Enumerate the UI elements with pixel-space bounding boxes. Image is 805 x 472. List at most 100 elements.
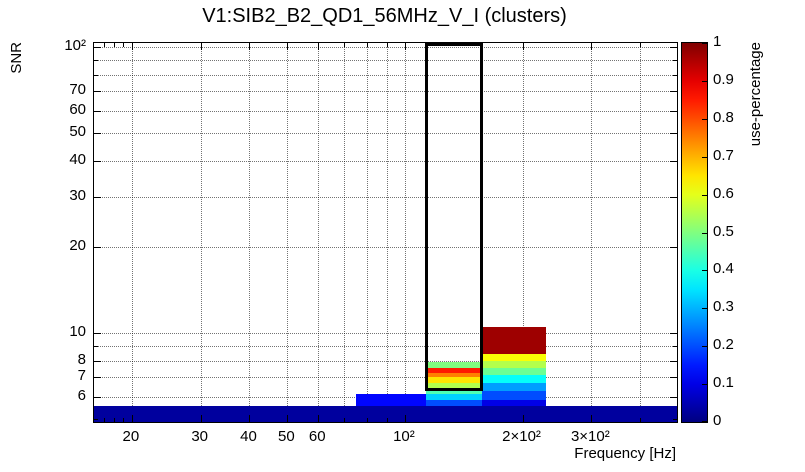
y-tick-label: 70 bbox=[69, 81, 86, 99]
y-tick-mark bbox=[94, 47, 101, 49]
x-tick-mark bbox=[123, 418, 125, 422]
colorbar-tick-label: 0 bbox=[713, 412, 722, 429]
heatmap-cell bbox=[425, 361, 482, 369]
gridline-x bbox=[640, 43, 642, 422]
y-tick-mark bbox=[94, 91, 101, 93]
y-tick-mark bbox=[94, 419, 98, 421]
gridline-x bbox=[318, 43, 320, 422]
y-tick-mark bbox=[670, 246, 677, 248]
y-tick-mark bbox=[670, 377, 677, 379]
x-tick-label: 10² bbox=[393, 428, 415, 445]
x-tick-mark bbox=[404, 415, 406, 422]
y-tick-label: 30 bbox=[69, 186, 86, 204]
heatmap-cell bbox=[356, 393, 426, 407]
heatmap-cell bbox=[482, 374, 547, 384]
y-tick-mark bbox=[94, 346, 98, 348]
y-tick-label: 10 bbox=[69, 323, 86, 341]
x-tick-mark bbox=[131, 43, 133, 50]
colorbar-tick-label: 0.8 bbox=[713, 108, 734, 126]
gridline-x bbox=[200, 43, 202, 422]
y-tick-mark bbox=[673, 60, 677, 62]
colorbar-tick-label: 0.6 bbox=[713, 184, 734, 202]
colorbar-tick-label: 1 bbox=[713, 33, 722, 50]
y-tick-mark bbox=[94, 396, 101, 398]
colorbar-title: use-percentage bbox=[747, 42, 764, 147]
colorbar-gradient bbox=[681, 42, 708, 423]
x-tick-mark bbox=[287, 43, 289, 50]
gridline-x bbox=[404, 43, 406, 422]
heatmap-cell bbox=[425, 388, 482, 394]
x-tick-mark bbox=[522, 43, 524, 50]
gridline-x bbox=[249, 43, 251, 422]
x-tick-label: 50 bbox=[277, 428, 295, 445]
colorbar-tick-mark bbox=[702, 346, 707, 348]
plot-frame bbox=[93, 42, 678, 423]
y-tick-label: 6 bbox=[77, 386, 86, 404]
y-tick-mark bbox=[673, 419, 677, 421]
cluster-selection-box bbox=[424, 43, 483, 392]
heatmap-cell bbox=[482, 383, 547, 392]
y-tick-mark bbox=[670, 133, 677, 135]
x-tick-mark bbox=[287, 415, 289, 422]
y-tick-mark bbox=[670, 47, 677, 49]
colorbar-tick-label: 0.5 bbox=[713, 222, 734, 240]
x-tick-mark bbox=[404, 43, 406, 50]
colorbar-tick-mark bbox=[702, 270, 707, 272]
x-tick-mark bbox=[591, 415, 593, 422]
gridline-x bbox=[131, 43, 133, 422]
y-tick-label: 60 bbox=[69, 100, 86, 118]
gridline-y bbox=[94, 133, 677, 135]
x-tick-mark bbox=[249, 415, 251, 422]
x-tick-mark bbox=[318, 415, 320, 422]
y-tick-mark bbox=[94, 246, 101, 248]
y-tick-mark bbox=[94, 196, 101, 198]
heatmap-cell bbox=[425, 377, 482, 383]
heatmap-cell bbox=[94, 406, 677, 422]
x-tick-label: 3×10² bbox=[570, 428, 610, 445]
x-tick-mark bbox=[367, 43, 369, 47]
colorbar-tick-label: 0.9 bbox=[713, 70, 734, 88]
x-tick-mark bbox=[640, 43, 642, 47]
heatmap-cell bbox=[425, 368, 482, 374]
x-tick-mark bbox=[113, 418, 115, 422]
colorbar-tick-label: 0.1 bbox=[713, 374, 734, 392]
plot-area bbox=[94, 43, 677, 422]
y-tick-mark bbox=[94, 333, 101, 335]
colorbar-tick-mark bbox=[702, 194, 707, 196]
x-tick-label: 40 bbox=[240, 428, 257, 445]
heatmap-cell bbox=[425, 399, 482, 407]
x-tick-mark bbox=[522, 415, 524, 422]
colorbar-tick-label: 0.3 bbox=[713, 298, 734, 316]
gridline-x bbox=[367, 43, 369, 422]
gridline-y bbox=[94, 74, 677, 76]
gridline-x bbox=[387, 43, 389, 422]
colorbar-tick-mark bbox=[702, 384, 707, 386]
y-tick-mark bbox=[670, 160, 677, 162]
gridline-y bbox=[94, 346, 677, 348]
x-axis-title: Frequency [Hz] bbox=[574, 445, 676, 462]
y-tick-label: 40 bbox=[69, 150, 86, 168]
y-tick-label: 50 bbox=[69, 123, 86, 141]
heatmap-cell bbox=[425, 382, 482, 389]
y-tick-mark bbox=[94, 360, 101, 362]
y-tick-mark bbox=[94, 110, 101, 112]
x-tick-mark bbox=[200, 43, 202, 50]
gridline-y bbox=[94, 377, 677, 379]
x-tick-mark bbox=[344, 43, 346, 47]
x-tick-label: 30 bbox=[191, 428, 208, 445]
x-tick-mark bbox=[113, 43, 115, 47]
y-tick-mark bbox=[670, 91, 677, 93]
y-tick-mark bbox=[94, 60, 98, 62]
x-tick-mark bbox=[123, 43, 125, 47]
x-tick-mark bbox=[591, 43, 593, 50]
colorbar-tick-label: 0.4 bbox=[713, 260, 734, 278]
colorbar-tick-mark bbox=[702, 308, 707, 310]
gridline-x bbox=[287, 43, 289, 422]
colorbar-tick-mark bbox=[702, 421, 707, 422]
y-tick-mark bbox=[94, 377, 101, 379]
y-tick-mark bbox=[670, 333, 677, 335]
x-tick-label: 20 bbox=[122, 428, 140, 445]
gridline-y bbox=[94, 160, 677, 162]
gridline-x bbox=[522, 43, 524, 422]
gridline-y bbox=[94, 360, 677, 362]
